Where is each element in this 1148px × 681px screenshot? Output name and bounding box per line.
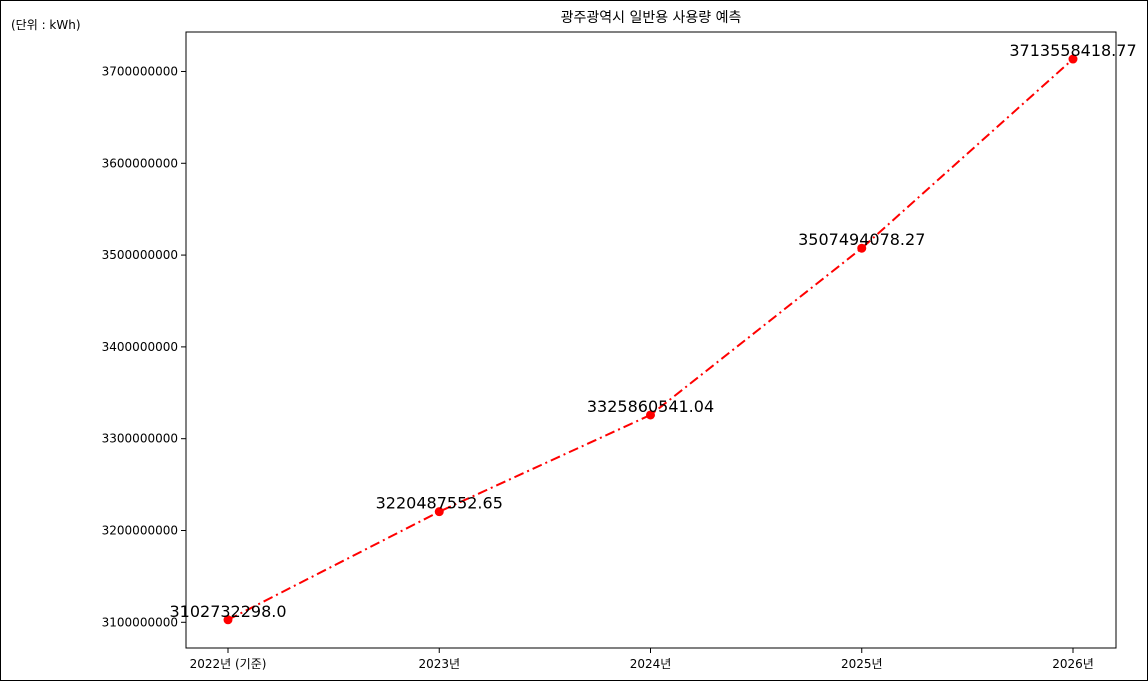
plot-area: [185, 31, 1117, 649]
y-tick-label: 3400000000: [102, 340, 178, 354]
series-line: [227, 58, 1074, 621]
y-tick-label: 3600000000: [102, 156, 178, 170]
x-tick-label: 2026년: [1052, 657, 1094, 671]
data-label: 3102732298.0: [169, 602, 286, 621]
x-tick-label: 2025년: [841, 657, 883, 671]
data-point: [1068, 54, 1078, 64]
data-labels: 3102732298.0 3220487552.65 3325860541.04 35…: [169, 41, 1136, 621]
x-tick-label: 2023년: [418, 657, 460, 671]
data-point: [646, 410, 655, 420]
unit-note: (단위 : kWh): [11, 18, 81, 32]
y-tick-label: 3300000000: [102, 432, 178, 446]
data-point: [434, 507, 444, 517]
data-label: 3507494078.27: [798, 230, 925, 249]
y-tick-label: 3500000000: [102, 248, 178, 262]
x-tick-label: 2022년 (기준): [190, 657, 267, 671]
data-label: 3713558418.77: [1009, 41, 1136, 60]
y-axis: 3100000000 3200000000 3300000000 3400000000…: [102, 64, 186, 629]
chart-title: 광주광역시 일반용 사용량 예측: [561, 10, 742, 26]
data-point: [857, 243, 867, 253]
x-axis: 2022년 (기준) 2023년 2024년 2025년 2026년: [190, 648, 1094, 671]
x-tick-label: 2024년: [630, 657, 672, 671]
data-label: 3325860541.04: [587, 397, 714, 416]
data-point: [223, 615, 233, 625]
y-tick-label: 3200000000: [102, 523, 178, 537]
y-tick-label: 3700000000: [102, 64, 178, 78]
data-label: 3220487552.65: [376, 494, 503, 513]
y-tick-label: 3100000000: [102, 615, 178, 629]
series-group: [223, 54, 1078, 625]
